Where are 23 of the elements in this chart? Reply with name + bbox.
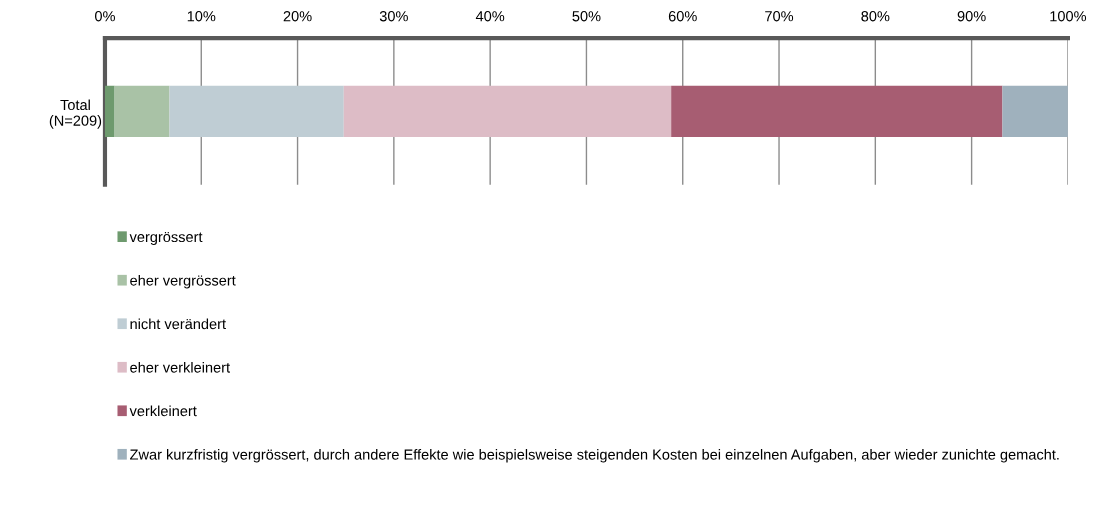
legend-label: verkleinert — [129, 405, 197, 417]
legend-label: vergrössert — [129, 231, 203, 245]
x-tick-label: 90% — [957, 11, 986, 22]
legend-label: nicht verändert — [130, 318, 226, 330]
x-tick-label: 100% — [1050, 11, 1087, 22]
legend-label: eher vergrössert — [130, 274, 236, 289]
legend-label: eher verkleinert — [130, 361, 230, 373]
bar — [343, 85, 672, 138]
x-tick-label: 80% — [861, 11, 890, 22]
x-tick-label: 50% — [572, 11, 601, 22]
bar — [169, 85, 344, 138]
x-tick-label: 70% — [765, 11, 794, 22]
x-tick-label: 10% — [187, 11, 216, 22]
legend-label: Zwar kurzfristig vergrössert, durch andere Effekte wie beispielsweise steigenden Kosten bei einzelnen Aufgaben, aber wieder zunichte gemacht. — [130, 449, 1059, 463]
bar — [1002, 85, 1068, 138]
x-tick-label: 20% — [283, 11, 312, 22]
x-tick-label: 0% — [95, 11, 115, 22]
x-tick-label: 60% — [668, 11, 697, 22]
x-tick-label: 30% — [379, 11, 408, 22]
bar — [671, 85, 1003, 138]
x-tick-label: 40% — [475, 11, 505, 22]
y-tick-label: Total (N=209) — [49, 99, 102, 129]
bar — [114, 85, 170, 138]
